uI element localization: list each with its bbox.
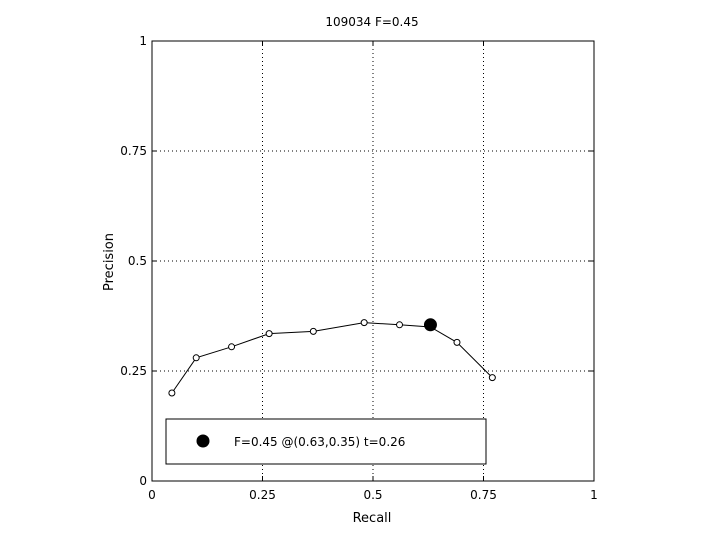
legend: F=0.45 @(0.63,0.35) t=0.26	[165, 418, 487, 465]
data-point	[228, 343, 236, 351]
data-point	[396, 321, 404, 329]
series-line	[171, 322, 493, 394]
data-point	[168, 389, 176, 397]
y-tick-label: 0.75	[120, 144, 147, 158]
x-tick-label: 1	[590, 488, 598, 502]
x-axis-label: Recall	[353, 511, 392, 526]
legend-label: F=0.45 @(0.63,0.35) t=0.26	[234, 435, 405, 449]
max-f-point	[423, 318, 437, 332]
data-point	[360, 319, 368, 327]
y-axis-label: Precision	[102, 233, 117, 291]
series-layer	[168, 318, 496, 397]
data-point	[192, 354, 200, 362]
data-point	[309, 327, 317, 335]
legend-box	[165, 418, 487, 465]
x-tick-label: 0.75	[470, 488, 497, 502]
data-point	[453, 338, 461, 346]
axis-ticks: 0 0.25 0.5 0.75 1 0 0.25 0.5 0.75 1	[120, 34, 598, 502]
y-tick-label: 0.5	[128, 254, 147, 268]
x-tick-label: 0.5	[363, 488, 382, 502]
x-tick-label: 0	[148, 488, 156, 502]
legend-marker	[196, 434, 210, 448]
data-point	[265, 330, 273, 338]
y-tick-label: 0.25	[120, 364, 147, 378]
chart-title: 109034 F=0.45	[325, 15, 418, 29]
y-tick-label: 0	[139, 474, 147, 488]
grid	[152, 41, 594, 481]
x-tick-label: 0.25	[249, 488, 276, 502]
y-tick-label: 1	[139, 34, 147, 48]
data-point	[488, 374, 496, 382]
